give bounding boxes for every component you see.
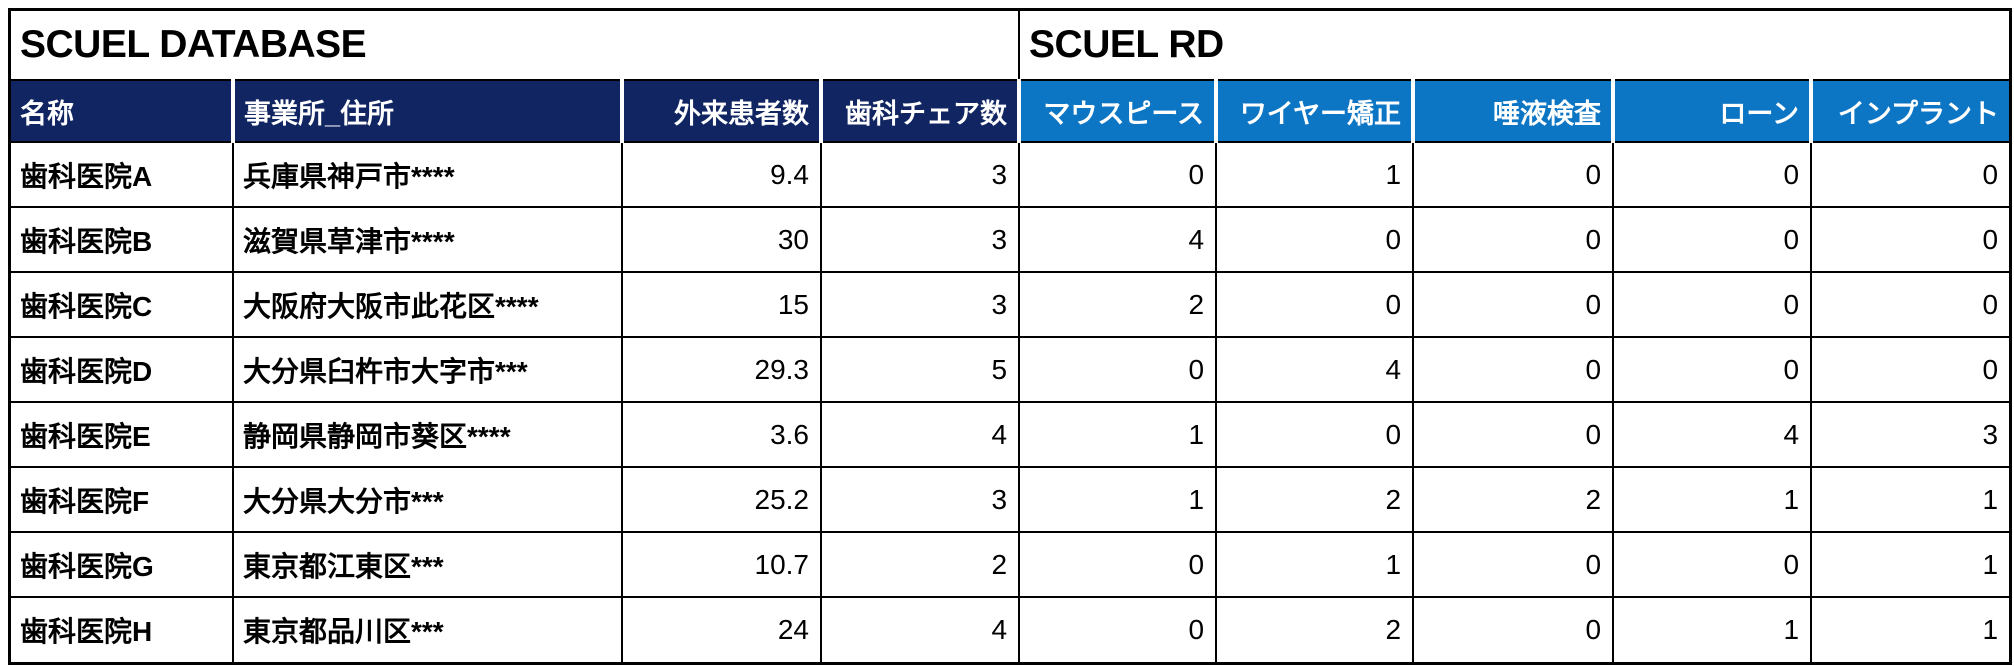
cell-mouthpiece: 0 <box>1018 336 1218 403</box>
col-header-address: 事業所_住所 <box>231 79 624 143</box>
col-header-implant: インプラント <box>1809 79 2010 143</box>
cell-saliva: 0 <box>1412 401 1615 468</box>
cell-implant: 1 <box>1810 531 2010 598</box>
cell-address: 滋賀県草津市**** <box>232 206 623 273</box>
cell-chairs: 3 <box>819 466 1021 533</box>
column-header-row: 名称 事業所_住所 外来患者数 歯科チェア数 マウスピース ワイヤー矯正 唾液検… <box>11 79 2010 143</box>
cell-address: 東京都品川区*** <box>232 596 623 662</box>
cell-name: 歯科医院B <box>11 206 234 273</box>
cell-saliva: 0 <box>1412 206 1615 273</box>
cell-wire: 0 <box>1215 271 1415 338</box>
cell-loan: 0 <box>1612 336 1813 403</box>
cell-wire: 2 <box>1215 596 1415 662</box>
table-row: 歯科医院A 兵庫県神戸市**** 9.4 3 0 1 0 0 0 <box>11 141 2010 208</box>
cell-address: 兵庫県神戸市**** <box>232 141 623 208</box>
table-row: 歯科医院D 大分県臼杵市大字市*** 29.3 5 0 4 0 0 0 <box>11 336 2010 403</box>
cell-name: 歯科医院G <box>11 531 234 598</box>
cell-implant: 0 <box>1810 141 2010 208</box>
cell-implant: 1 <box>1810 596 2010 662</box>
cell-chairs: 2 <box>819 531 1021 598</box>
cell-chairs: 3 <box>819 141 1021 208</box>
cell-wire: 1 <box>1215 531 1415 598</box>
cell-address: 大分県臼杵市大字市*** <box>232 336 623 403</box>
cell-chairs: 5 <box>819 336 1021 403</box>
col-header-outpatients: 外来患者数 <box>620 79 823 143</box>
cell-outpatients: 10.7 <box>621 531 822 598</box>
cell-name: 歯科医院A <box>11 141 234 208</box>
cell-implant: 0 <box>1810 271 2010 338</box>
cell-address: 大分県大分市*** <box>232 466 623 533</box>
cell-implant: 0 <box>1810 206 2010 273</box>
table-row: 歯科医院H 東京都品川区*** 24 4 0 2 0 1 1 <box>11 596 2010 662</box>
cell-outpatients: 24 <box>621 596 822 662</box>
cell-mouthpiece: 1 <box>1018 466 1218 533</box>
cell-mouthpiece: 4 <box>1018 206 1218 273</box>
col-header-saliva-test: 唾液検査 <box>1411 79 1616 143</box>
cell-implant: 1 <box>1810 466 2010 533</box>
col-header-name: 名称 <box>11 79 235 143</box>
cell-name: 歯科医院H <box>11 596 234 662</box>
cell-mouthpiece: 2 <box>1018 271 1218 338</box>
cell-chairs: 4 <box>819 401 1021 468</box>
cell-name: 歯科医院F <box>11 466 234 533</box>
title-scuel-rd: SCUEL RD <box>1018 11 2010 81</box>
col-header-mouthpiece: マウスピース <box>1017 79 1219 143</box>
cell-loan: 1 <box>1612 596 1813 662</box>
cell-wire: 4 <box>1215 336 1415 403</box>
cell-implant: 3 <box>1810 401 2010 468</box>
table-row: 歯科医院G 東京都江東区*** 10.7 2 0 1 0 0 1 <box>11 531 2010 598</box>
cell-outpatients: 29.3 <box>621 336 822 403</box>
cell-outpatients: 9.4 <box>621 141 822 208</box>
table-row: 歯科医院C 大阪府大阪市此花区**** 15 3 2 0 0 0 0 <box>11 271 2010 338</box>
table-row: 歯科医院F 大分県大分市*** 25.2 3 1 2 2 1 1 <box>11 466 2010 533</box>
data-table: SCUEL DATABASE SCUEL RD 名称 事業所_住所 外来患者数 … <box>11 11 2010 662</box>
cell-address: 静岡県静岡市葵区**** <box>232 401 623 468</box>
cell-loan: 0 <box>1612 271 1813 338</box>
cell-outpatients: 30 <box>621 206 822 273</box>
table-row: 歯科医院B 滋賀県草津市**** 30 3 4 0 0 0 0 <box>11 206 2010 273</box>
cell-saliva: 0 <box>1412 141 1615 208</box>
col-header-wire-braces: ワイヤー矯正 <box>1214 79 1416 143</box>
cell-outpatients: 25.2 <box>621 466 822 533</box>
cell-mouthpiece: 0 <box>1018 596 1218 662</box>
group-header-row: SCUEL DATABASE SCUEL RD <box>11 11 2010 81</box>
cell-name: 歯科医院C <box>11 271 234 338</box>
cell-loan: 0 <box>1612 206 1813 273</box>
title-scuel-database: SCUEL DATABASE <box>11 11 1021 81</box>
cell-name: 歯科医院E <box>11 401 234 468</box>
cell-chairs: 4 <box>819 596 1021 662</box>
cell-implant: 0 <box>1810 336 2010 403</box>
cell-loan: 4 <box>1612 401 1813 468</box>
cell-wire: 2 <box>1215 466 1415 533</box>
cell-name: 歯科医院D <box>11 336 234 403</box>
cell-loan: 0 <box>1612 531 1813 598</box>
cell-mouthpiece: 0 <box>1018 141 1218 208</box>
cell-chairs: 3 <box>819 271 1021 338</box>
cell-address: 大阪府大阪市此花区**** <box>232 271 623 338</box>
cell-saliva: 2 <box>1412 466 1615 533</box>
cell-mouthpiece: 0 <box>1018 531 1218 598</box>
col-header-chairs: 歯科チェア数 <box>818 79 1022 143</box>
cell-outpatients: 3.6 <box>621 401 822 468</box>
cell-outpatients: 15 <box>621 271 822 338</box>
cell-saliva: 0 <box>1412 531 1615 598</box>
table-row: 歯科医院E 静岡県静岡市葵区**** 3.6 4 1 0 0 4 3 <box>11 401 2010 468</box>
cell-mouthpiece: 1 <box>1018 401 1218 468</box>
cell-saliva: 0 <box>1412 271 1615 338</box>
cell-address: 東京都江東区*** <box>232 531 623 598</box>
cell-loan: 1 <box>1612 466 1813 533</box>
dental-clinic-table: SCUEL DATABASE SCUEL RD 名称 事業所_住所 外来患者数 … <box>8 8 2013 665</box>
cell-loan: 0 <box>1612 141 1813 208</box>
cell-wire: 0 <box>1215 206 1415 273</box>
cell-saliva: 0 <box>1412 336 1615 403</box>
cell-saliva: 0 <box>1412 596 1615 662</box>
cell-wire: 0 <box>1215 401 1415 468</box>
cell-wire: 1 <box>1215 141 1415 208</box>
cell-chairs: 3 <box>819 206 1021 273</box>
col-header-loan: ローン <box>1611 79 1814 143</box>
